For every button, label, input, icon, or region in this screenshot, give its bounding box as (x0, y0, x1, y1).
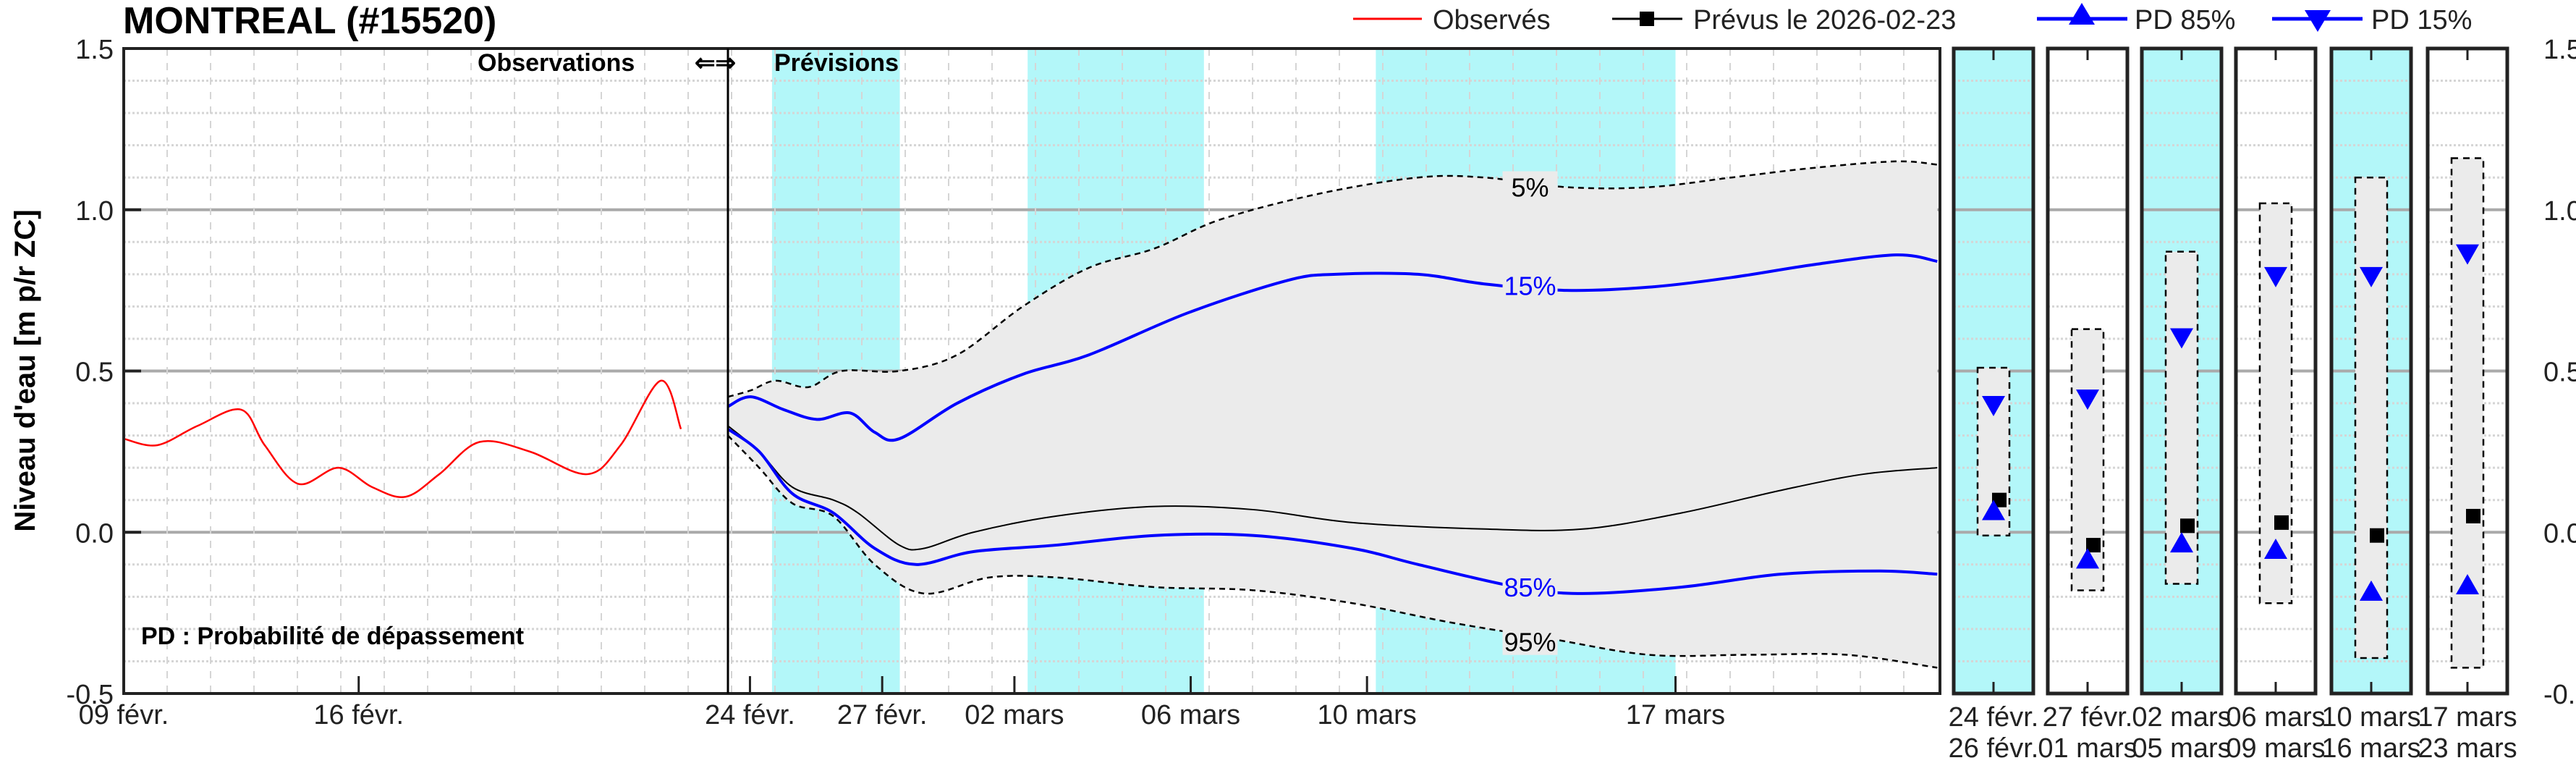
legend-observed-label: Observés (1433, 5, 1551, 35)
obs-forecast-arrows: ⇐⇒ (695, 49, 736, 77)
period-pd85-marker (2456, 573, 2479, 594)
observations-label: Observations (478, 49, 635, 77)
period-start-label: 17 mars (2418, 702, 2517, 733)
series-median-line (727, 425, 1938, 551)
legend-pd85-marker (2069, 3, 2095, 25)
series-pd85-line (726, 428, 1938, 595)
label-85pct: 85% (1504, 573, 1556, 602)
period-median-marker (2274, 515, 2289, 530)
period-pd85-marker (2170, 532, 2193, 553)
label-15pct: 15% (1504, 271, 1556, 300)
period-pd15-marker (2076, 389, 2099, 410)
series-5pct-line (727, 160, 1938, 398)
period-end-label: 26 févr. (1949, 733, 2039, 763)
label-95pct: 95% (1504, 628, 1556, 657)
period-pd85-marker (2360, 580, 2383, 601)
label-5pct: 5% (1512, 173, 1549, 203)
period-end-label: 05 mars (2132, 733, 2231, 763)
legend-pd15-marker (2305, 10, 2331, 32)
period-start-label: 06 mars (2226, 702, 2325, 733)
label-5pct-bg (1502, 171, 1558, 201)
period-pd85-marker (1982, 499, 2005, 520)
period-pd85-marker (2076, 548, 2099, 569)
x-tick-label: 10 mars (1318, 700, 1417, 730)
period-end-label: 01 mars (2038, 733, 2137, 763)
y-tick-label-right: 1.5 (2543, 35, 2576, 65)
period-end-label: 09 mars (2226, 733, 2325, 763)
y-tick-label: 1.5 (75, 35, 114, 65)
chart-title: MONTREAL (#15520) (123, 0, 496, 42)
legend-pd85-label: PD 85% (2135, 5, 2235, 35)
period-pd85-marker (2264, 538, 2287, 559)
forecasts-label: Prévisions (774, 49, 899, 77)
series-95pct-line (727, 434, 1938, 669)
period-start-label: 10 mars (2321, 702, 2420, 733)
y-tick-label-right: 1.0 (2543, 196, 2576, 227)
x-tick-label: 06 mars (1141, 700, 1240, 730)
legend-pd15-label: PD 15% (2371, 5, 2472, 35)
label-15pct-bg (1502, 269, 1558, 299)
period-pd15-marker (2360, 266, 2383, 287)
period-median-marker (1992, 492, 2007, 507)
y-tick-label: 0.0 (75, 518, 114, 549)
y-tick-label: 0.5 (75, 358, 114, 388)
x-tick-label: 24 févr. (705, 700, 795, 730)
label-85pct-bg (1502, 570, 1558, 600)
x-tick-label: 17 mars (1626, 700, 1725, 730)
period-median-marker (2466, 508, 2480, 523)
x-tick-label: 09 févr. (79, 700, 169, 730)
y-tick-label-right: 0.5 (2543, 358, 2576, 388)
x-tick-label: 16 févr. (313, 700, 404, 730)
period-pd15-marker (2264, 266, 2287, 287)
legend-forecast-marker (1640, 12, 1654, 26)
x-tick-label: 02 mars (965, 700, 1064, 730)
period-pd15-marker (1982, 396, 2005, 417)
y-tick-label-right: 0.0 (2543, 518, 2576, 549)
period-median-marker (2370, 528, 2384, 543)
observed-line (123, 379, 682, 499)
legend: Observés Prévus le 2026-02-23 PD 85% PD … (1353, 3, 2472, 35)
period-start-label: 02 mars (2132, 702, 2231, 733)
legend-forecast-label: Prévus le 2026-02-23 (1693, 5, 1956, 35)
period-end-label: 23 mars (2418, 733, 2517, 763)
y-axis-label: Niveau d'eau [m p/r ZC] (9, 209, 41, 531)
y-tick-label: 1.0 (75, 196, 114, 227)
y-tick-label: -0.5 (67, 680, 114, 710)
period-median-marker (2086, 538, 2101, 553)
series-pd15-line (727, 253, 1938, 442)
pd-note: PD : Probabilité de dépassement (141, 623, 524, 650)
period-start-label: 27 févr. (2043, 702, 2133, 733)
x-tick-label: 27 févr. (837, 700, 928, 730)
period-pd15-marker (2456, 244, 2479, 265)
period-pd15-marker (2170, 328, 2193, 349)
period-median-marker (2180, 518, 2195, 534)
y-tick-label-right: -0.5 (2543, 680, 2576, 710)
label-95pct-bg (1502, 625, 1558, 655)
period-range-box (2354, 176, 2389, 659)
period-start-label: 24 févr. (1949, 702, 2039, 733)
period-end-label: 16 mars (2321, 733, 2420, 763)
